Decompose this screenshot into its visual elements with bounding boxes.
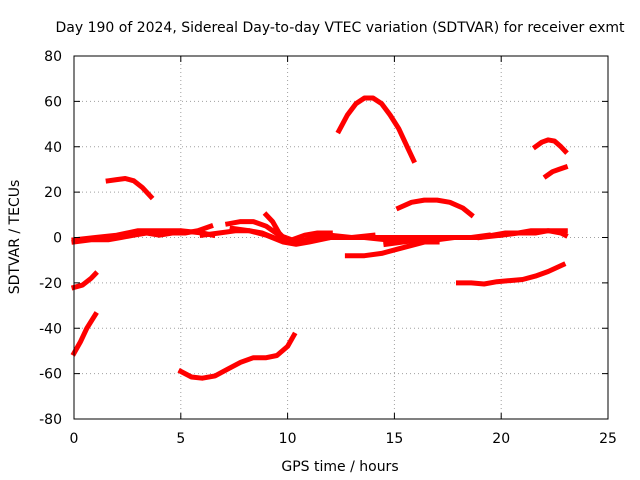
series-arc-17 bbox=[456, 261, 567, 287]
x-tick-label: 15 bbox=[385, 431, 403, 447]
series-arc-1 bbox=[70, 311, 99, 357]
series-arc-10 bbox=[262, 211, 334, 245]
x-tick-label: 20 bbox=[492, 431, 510, 447]
y-tick-label: -40 bbox=[39, 321, 62, 337]
series-arc-3 bbox=[105, 176, 155, 201]
series-arc-6 bbox=[177, 331, 298, 381]
x-tick-label: 10 bbox=[279, 431, 297, 447]
series-arc-19 bbox=[498, 228, 569, 239]
y-tick-label: 60 bbox=[44, 94, 62, 110]
series-arc-20 bbox=[531, 137, 569, 155]
axis-ticks: 0 5 10 15 20 25 -80 -60 -40 -20 0 20 40 60 80 bbox=[39, 49, 617, 447]
x-tick-label: 5 bbox=[176, 431, 185, 447]
y-tick-label: -60 bbox=[39, 367, 62, 383]
y-tick-label: 80 bbox=[44, 49, 62, 65]
grid-lines bbox=[74, 56, 608, 419]
y-axis-title: SDTVAR / TECUs bbox=[7, 180, 23, 295]
x-tick-label: 0 bbox=[70, 431, 79, 447]
data-series bbox=[70, 95, 569, 381]
x-tick-label: 25 bbox=[599, 431, 617, 447]
series-arc-5 bbox=[71, 228, 216, 243]
y-tick-label: 40 bbox=[44, 140, 62, 156]
series-arc-2 bbox=[70, 270, 99, 291]
y-tick-label: -20 bbox=[39, 276, 62, 292]
series-arc-11 bbox=[335, 95, 417, 164]
x-axis-title: GPS time / hours bbox=[281, 459, 398, 475]
chart-title: Day 190 of 2024, Sidereal Day-to-day VTE… bbox=[56, 20, 626, 36]
y-tick-label: 20 bbox=[44, 185, 62, 201]
series-arc-15 bbox=[383, 232, 492, 248]
y-tick-label: -80 bbox=[39, 412, 62, 428]
series-arc-16 bbox=[395, 197, 475, 219]
y-tick-label: 0 bbox=[53, 231, 62, 247]
series-arc-21 bbox=[542, 164, 569, 180]
